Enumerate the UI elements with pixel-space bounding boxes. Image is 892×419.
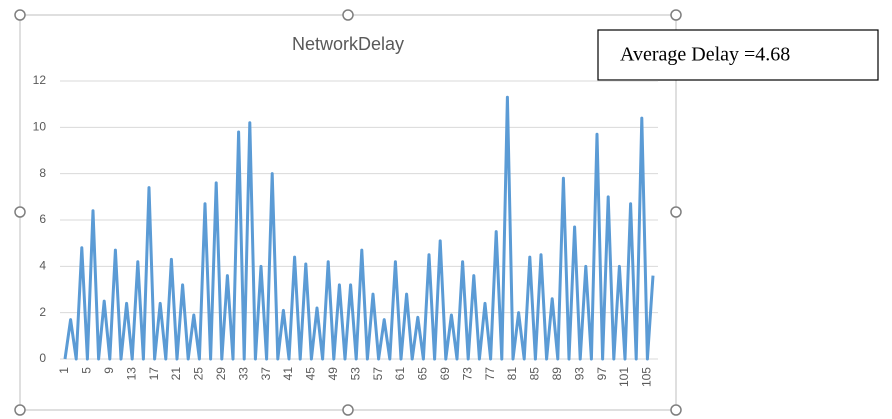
- x-tick-label: 9: [102, 367, 116, 374]
- x-tick-label: 73: [460, 367, 474, 381]
- x-tick-label: 69: [438, 367, 452, 381]
- x-tick-label: 65: [416, 367, 430, 381]
- annotation: Average Delay =4.68: [620, 44, 790, 66]
- x-tick-label: 53: [348, 367, 362, 381]
- x-tick-label: 61: [393, 367, 407, 381]
- x-tick-label: 101: [617, 367, 631, 387]
- x-tick-label: 13: [124, 367, 138, 381]
- series-line: [63, 95, 655, 361]
- y-tick-label: 0: [39, 351, 46, 365]
- x-tick-label: 97: [595, 367, 609, 381]
- chart-frame: [19, 14, 677, 411]
- y-tick-label: 4: [39, 259, 46, 273]
- x-tick-label: 41: [281, 367, 295, 381]
- chart-title: NetworkDelay: [292, 34, 404, 54]
- x-tick-label: 45: [304, 367, 318, 381]
- y-tick-label: 2: [39, 305, 46, 319]
- y-tick-label: 8: [39, 166, 46, 180]
- x-tick-label: 17: [147, 367, 161, 381]
- x-tick-label: 21: [169, 367, 183, 381]
- x-tick-label: 105: [640, 367, 654, 387]
- x-tick-label: 1: [57, 367, 71, 374]
- x-tick-label: 37: [259, 367, 273, 381]
- x-tick-label: 85: [528, 367, 542, 381]
- selection-handles: [14, 9, 682, 416]
- x-tick-label: 77: [483, 367, 497, 381]
- x-tick-label: 93: [572, 367, 586, 381]
- x-tick-label: 29: [214, 367, 228, 381]
- x-tick-label: 81: [505, 367, 519, 381]
- y-tick-label: 6: [39, 212, 46, 226]
- x-tick-label: 89: [550, 367, 564, 381]
- x-tick-label: 49: [326, 367, 340, 381]
- x-tick-label: 5: [80, 367, 94, 374]
- y-tick-label: 12: [33, 73, 47, 87]
- x-tick-label: 57: [371, 367, 385, 381]
- x-tick-label: 25: [192, 367, 206, 381]
- y-tick-label: 10: [33, 120, 47, 134]
- x-tick-label: 33: [236, 367, 250, 381]
- annotation-box: [597, 29, 879, 81]
